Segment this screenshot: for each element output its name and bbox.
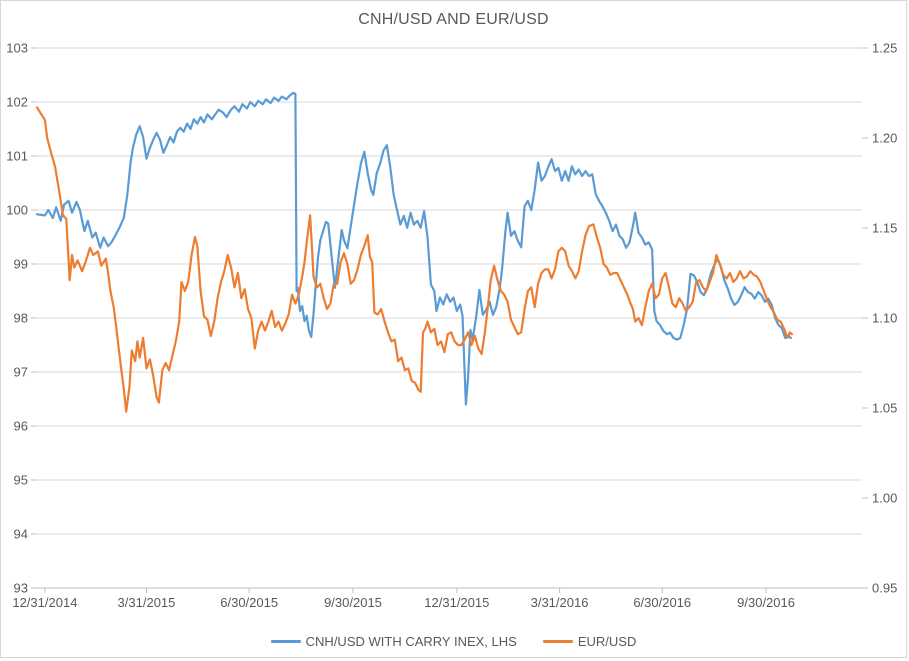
- cnh-line-swatch-icon: [270, 640, 301, 643]
- series-line-cnh: [35, 91, 793, 406]
- y-right-tick-label: 1.10: [872, 311, 897, 326]
- x-tick-label: 12/31/2014: [12, 595, 77, 610]
- y-right-tick-label: 0.95: [872, 581, 897, 596]
- chart-legend: CNH/USD WITH CARRY INEX, LHS EUR/USD: [1, 634, 906, 649]
- legend-item-eur: EUR/USD: [542, 634, 637, 649]
- legend-label-cnh: CNH/USD WITH CARRY INEX, LHS: [305, 634, 517, 649]
- y-left-tick-label: 99: [14, 257, 28, 272]
- chart-title: CNH/USD AND EUR/USD: [358, 11, 549, 28]
- x-tick-label: 9/30/2016: [737, 595, 795, 610]
- x-tick-label: 6/30/2016: [633, 595, 691, 610]
- x-tick-label: 3/31/2016: [531, 595, 589, 610]
- y-left-tick-label: 100: [6, 203, 28, 218]
- y-left-tick-label: 94: [14, 527, 28, 542]
- y-left-tick-label: 95: [14, 473, 28, 488]
- y-right-tick-label: 1.15: [872, 221, 897, 236]
- x-tick-label: 12/31/2015: [424, 595, 489, 610]
- series-line-eur: [35, 106, 794, 413]
- legend-item-cnh: CNH/USD WITH CARRY INEX, LHS: [270, 634, 517, 649]
- y-left-tick-label: 98: [14, 311, 28, 326]
- y-right-tick-label: 1.05: [872, 401, 897, 416]
- y-left-tick-label: 96: [14, 419, 28, 434]
- x-tick-label: 3/31/2015: [118, 595, 176, 610]
- y-left-tick-label: 101: [6, 149, 28, 164]
- legend-label-eur: EUR/USD: [577, 634, 637, 649]
- y-right-tick-label: 1.25: [872, 41, 897, 56]
- x-tick-label: 9/30/2015: [324, 595, 382, 610]
- y-right-tick-label: 1.00: [872, 491, 897, 506]
- x-tick-label: 6/30/2015: [220, 595, 278, 610]
- y-left-tick-label: 103: [6, 41, 28, 56]
- y-left-tick-label: 102: [6, 95, 28, 110]
- y-left-tick-label: 97: [14, 365, 28, 380]
- eur-line-swatch-icon: [542, 640, 573, 643]
- y-left-tick-label: 93: [14, 581, 28, 596]
- y-right-tick-label: 1.20: [872, 131, 897, 146]
